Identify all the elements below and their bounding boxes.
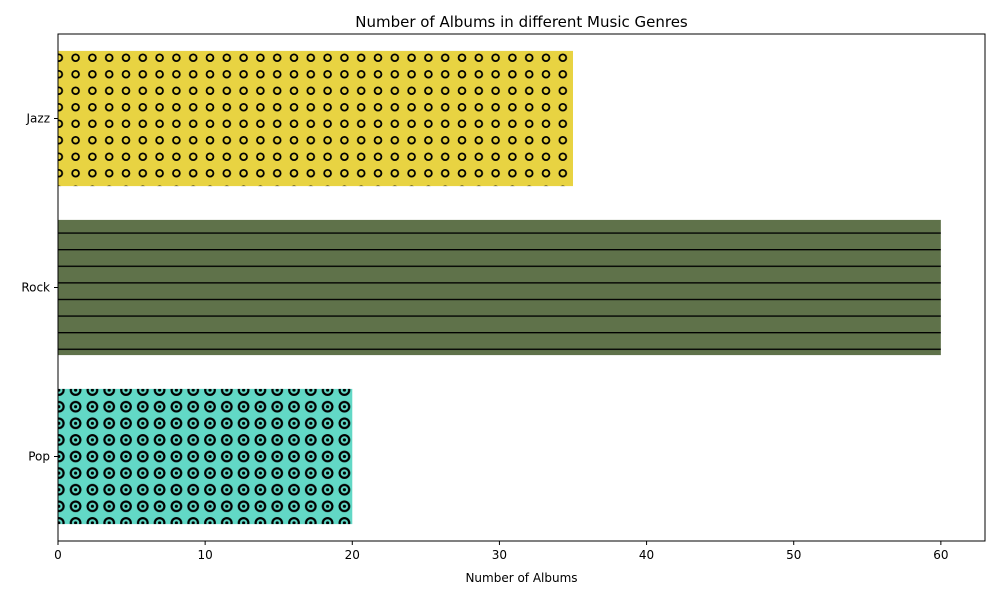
x-axis-label: Number of Albums <box>465 571 577 585</box>
x-tick-label: 10 <box>198 548 213 562</box>
bar-rock <box>58 219 941 356</box>
chart-title: Number of Albums in different Music Genr… <box>355 13 688 31</box>
x-tick-label: 50 <box>786 548 801 562</box>
bar-jazz <box>58 50 573 187</box>
x-tick-label: 60 <box>933 548 948 562</box>
bars-group <box>58 50 941 525</box>
x-axis: 0 10 20 30 40 50 60 <box>54 541 948 562</box>
y-tick-label: Pop <box>28 450 50 464</box>
x-tick-label: 40 <box>639 548 654 562</box>
y-axis: Jazz Rock Pop <box>21 112 58 464</box>
x-tick-label: 20 <box>345 548 360 562</box>
y-tick-label: Rock <box>21 281 50 295</box>
x-tick-label: 30 <box>492 548 507 562</box>
bar-pop <box>58 388 353 525</box>
y-tick-label: Jazz <box>26 112 51 126</box>
x-tick-label: 0 <box>54 548 62 562</box>
